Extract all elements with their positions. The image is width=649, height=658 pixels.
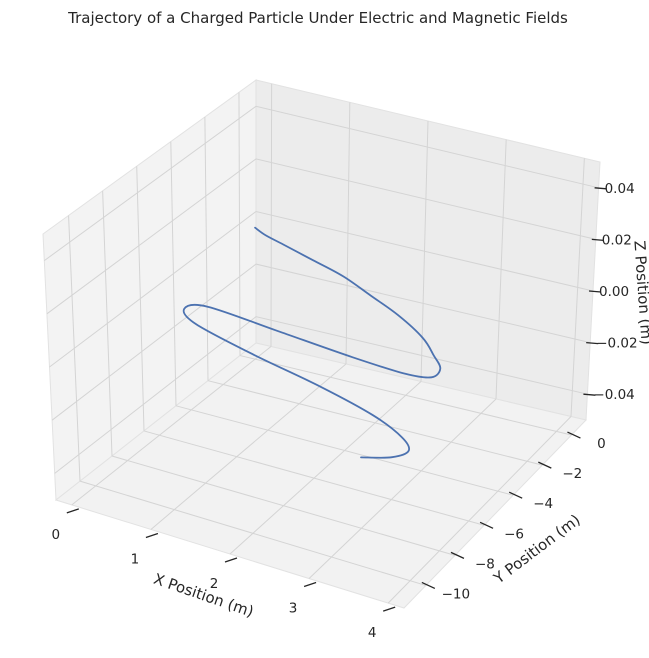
grid-line-y	[111, 455, 456, 556]
grid-line-x	[150, 363, 347, 530]
x-tick	[145, 532, 159, 539]
y-tick	[508, 491, 523, 499]
z-tick-label: 0.00	[599, 284, 629, 300]
y-tick	[479, 521, 494, 529]
x-tick-label: 1	[131, 551, 140, 567]
y-tick-label: −2	[562, 466, 582, 482]
z-tick	[588, 290, 602, 293]
x-tick	[382, 606, 396, 612]
x-tick-label: 2	[210, 576, 219, 592]
y-tick-label: −4	[533, 496, 553, 512]
x-tick-label: 3	[289, 601, 298, 617]
x-tick	[66, 508, 80, 514]
x-tick-label: 0	[52, 527, 61, 543]
x-tick-label: 4	[368, 625, 377, 641]
z-tick	[583, 393, 596, 396]
y-tick	[567, 431, 581, 439]
grid-line-z	[51, 263, 591, 421]
grid-line-y	[79, 480, 426, 586]
grid-line-y	[143, 430, 485, 526]
x-tick	[303, 581, 317, 588]
y-tick-label: −6	[504, 526, 524, 542]
grid-line-y	[239, 355, 572, 436]
z-tick	[591, 238, 604, 242]
z-tick	[586, 341, 599, 345]
y-tick	[538, 461, 552, 469]
grid-line-z	[54, 316, 588, 474]
y-tick-label: −8	[475, 556, 495, 572]
y-tick	[450, 551, 465, 559]
grid-line-z	[49, 210, 594, 368]
grid-line-z	[46, 158, 596, 315]
grid-line-x	[229, 381, 422, 555]
grid-line-x	[308, 398, 497, 579]
z-tick-label: 0.04	[605, 181, 635, 197]
grid-line-x	[387, 416, 572, 604]
z-tick-label: 0.02	[602, 232, 632, 248]
chart-title: Trajectory of a Charged Particle Under E…	[67, 9, 568, 27]
z-tick-label: −0.04	[593, 387, 634, 403]
tick-marks	[66, 187, 607, 612]
z-tick	[594, 187, 607, 190]
grid-line-z	[44, 105, 599, 262]
y-axis-label: Y Position (m)	[489, 511, 583, 588]
x-axis-label: X Position (m)	[151, 570, 256, 621]
grid-line-y	[175, 405, 514, 496]
z-axis-label: Z Position (m)	[630, 240, 649, 346]
grid-line-y	[207, 380, 543, 466]
grid-line-x	[71, 346, 272, 506]
trajectory-line	[182, 226, 442, 459]
y-tick	[421, 581, 436, 590]
tick-labels: 0 1 2 3 4 0 −2 −4 −6 −8−10 0.04 0.02 0.00 −0.02 −0.04	[52, 181, 638, 641]
z-tick-label: −0.02	[596, 336, 637, 352]
x-tick	[224, 557, 238, 563]
y-tick-label: −10	[442, 586, 471, 602]
grid-lines	[44, 83, 599, 604]
y-tick-label: 0	[597, 436, 606, 452]
